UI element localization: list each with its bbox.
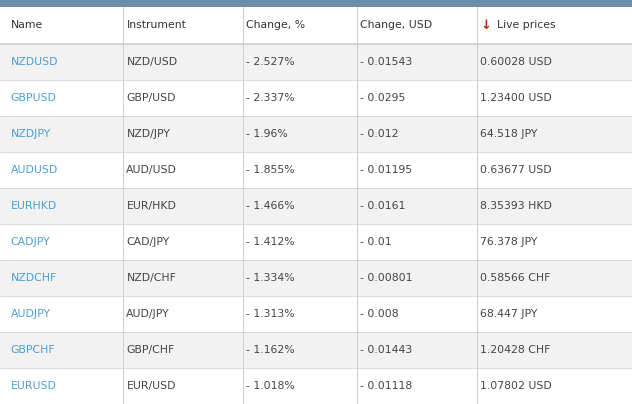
Bar	[0, 260, 632, 296]
Text: 8.35393 HKD: 8.35393 HKD	[480, 201, 552, 211]
Text: GBPUSD: GBPUSD	[11, 93, 57, 103]
Text: NZD/CHF: NZD/CHF	[126, 273, 176, 283]
Text: AUD/JPY: AUD/JPY	[126, 309, 170, 319]
Text: 1.07802 USD: 1.07802 USD	[480, 381, 552, 391]
Text: AUDUSD: AUDUSD	[11, 165, 58, 175]
Text: NZD/USD: NZD/USD	[126, 57, 178, 67]
Text: - 1.855%: - 1.855%	[246, 165, 295, 175]
Text: 0.60028 USD: 0.60028 USD	[480, 57, 552, 67]
Text: 1.20428 CHF: 1.20428 CHF	[480, 345, 550, 355]
Text: AUD/USD: AUD/USD	[126, 165, 177, 175]
Text: NZDCHF: NZDCHF	[11, 273, 57, 283]
Text: - 0.0295: - 0.0295	[360, 93, 406, 103]
Text: - 0.01: - 0.01	[360, 237, 392, 247]
Text: 68.447 JPY: 68.447 JPY	[480, 309, 538, 319]
Text: EURUSD: EURUSD	[11, 381, 57, 391]
Text: - 1.412%: - 1.412%	[246, 237, 295, 247]
Bar	[0, 116, 632, 152]
Text: EUR/HKD: EUR/HKD	[126, 201, 176, 211]
Text: - 0.0161: - 0.0161	[360, 201, 406, 211]
Bar	[0, 0, 632, 7]
Bar	[0, 332, 632, 368]
Text: - 0.01195: - 0.01195	[360, 165, 413, 175]
Text: 0.58566 CHF: 0.58566 CHF	[480, 273, 550, 283]
Text: GBP/CHF: GBP/CHF	[126, 345, 174, 355]
Text: Change, USD: Change, USD	[360, 21, 432, 30]
Bar	[0, 44, 632, 80]
Bar	[0, 224, 632, 260]
Text: 1.23400 USD: 1.23400 USD	[480, 93, 552, 103]
Text: - 1.313%: - 1.313%	[246, 309, 295, 319]
Text: 64.518 JPY: 64.518 JPY	[480, 129, 538, 139]
Text: EUR/USD: EUR/USD	[126, 381, 176, 391]
Text: - 0.012: - 0.012	[360, 129, 399, 139]
Text: - 0.01543: - 0.01543	[360, 57, 413, 67]
Text: CADJPY: CADJPY	[11, 237, 51, 247]
Text: GBPCHF: GBPCHF	[11, 345, 56, 355]
Text: NZD/JPY: NZD/JPY	[126, 129, 170, 139]
Bar	[0, 7, 632, 44]
Text: Change, %: Change, %	[246, 21, 306, 30]
Text: 0.63677 USD: 0.63677 USD	[480, 165, 552, 175]
Text: NZDJPY: NZDJPY	[11, 129, 51, 139]
Text: - 2.337%: - 2.337%	[246, 93, 295, 103]
Text: GBP/USD: GBP/USD	[126, 93, 176, 103]
Text: EURHKD: EURHKD	[11, 201, 57, 211]
Text: ↓: ↓	[480, 19, 491, 32]
Text: - 1.018%: - 1.018%	[246, 381, 295, 391]
Text: 76.378 JPY: 76.378 JPY	[480, 237, 538, 247]
Text: - 1.96%: - 1.96%	[246, 129, 288, 139]
Text: Live prices: Live prices	[497, 21, 556, 30]
Text: - 1.466%: - 1.466%	[246, 201, 295, 211]
Text: AUDJPY: AUDJPY	[11, 309, 51, 319]
Text: - 1.162%: - 1.162%	[246, 345, 295, 355]
Bar	[0, 152, 632, 188]
Text: - 0.00801: - 0.00801	[360, 273, 413, 283]
Text: - 0.01118: - 0.01118	[360, 381, 413, 391]
Text: CAD/JPY: CAD/JPY	[126, 237, 169, 247]
Bar	[0, 368, 632, 404]
Bar	[0, 296, 632, 332]
Text: Instrument: Instrument	[126, 21, 186, 30]
Text: - 0.008: - 0.008	[360, 309, 399, 319]
Text: - 1.334%: - 1.334%	[246, 273, 295, 283]
Text: - 2.527%: - 2.527%	[246, 57, 295, 67]
Bar	[0, 80, 632, 116]
Text: - 0.01443: - 0.01443	[360, 345, 413, 355]
Text: Name: Name	[11, 21, 43, 30]
Text: NZDUSD: NZDUSD	[11, 57, 58, 67]
Bar	[0, 188, 632, 224]
